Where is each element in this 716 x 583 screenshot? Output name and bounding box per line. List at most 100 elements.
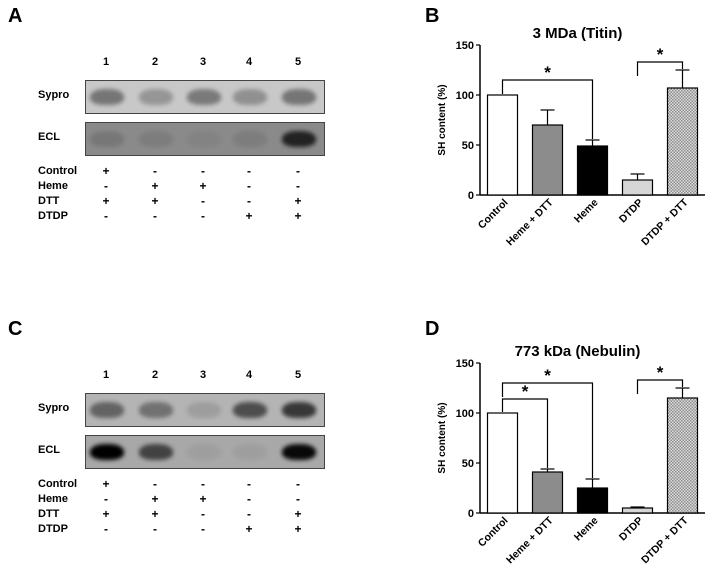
condition-sign: - <box>104 492 108 506</box>
bar <box>531 124 564 196</box>
condition-sign: - <box>296 164 300 178</box>
blot-label-sypro: Sypro <box>38 402 70 414</box>
panel-letter-d: D <box>425 318 440 340</box>
condition-sign: + <box>102 194 110 208</box>
blot-strip-ecl <box>85 122 325 156</box>
condition-label-heme: Heme <box>38 180 68 192</box>
condition-sign: - <box>153 522 157 536</box>
significance-bracket <box>636 61 684 76</box>
condition-label-control: Control <box>38 165 78 177</box>
category-label: DTDP + DTT <box>639 514 691 566</box>
condition-label-heme: Heme <box>38 493 68 505</box>
category-label: Heme + DTT <box>504 514 556 566</box>
y-axis-label: SH content (%) <box>437 84 448 155</box>
condition-sign: - <box>153 209 157 223</box>
condition-sign: - <box>247 507 251 521</box>
significance-bracket <box>501 398 549 468</box>
blot-band <box>233 89 267 105</box>
condition-sign: - <box>153 477 157 491</box>
condition-sign: - <box>104 522 108 536</box>
condition-sign: + <box>199 179 207 193</box>
condition-sign: - <box>104 209 108 223</box>
condition-sign: - <box>201 209 205 223</box>
condition-label-dtt: DTT <box>38 195 60 207</box>
condition-sign: + <box>151 179 159 193</box>
condition-sign: + <box>102 477 110 491</box>
lane-number: 4 <box>245 56 253 68</box>
blot-label-ecl: ECL <box>38 444 60 456</box>
y-tick-label: 0 <box>468 508 474 520</box>
blot-band <box>187 444 221 460</box>
y-tick-label: 50 <box>462 140 474 152</box>
y-axis-label: SH content (%) <box>437 402 448 473</box>
condition-sign: + <box>151 492 159 506</box>
blot-band <box>282 444 316 460</box>
condition-sign: - <box>247 164 251 178</box>
blot-band <box>282 402 316 418</box>
bar <box>621 507 654 514</box>
significance-star: * <box>657 45 664 64</box>
blot-label-ecl: ECL <box>38 131 60 143</box>
blot-band <box>187 89 221 105</box>
condition-sign: - <box>296 477 300 491</box>
blot-band <box>90 444 124 460</box>
y-tick-label: 100 <box>456 90 474 102</box>
lane-number: 2 <box>151 56 159 68</box>
condition-sign: + <box>245 522 253 536</box>
condition-sign: + <box>102 507 110 521</box>
significance-bracket <box>501 79 594 139</box>
blot-strip-sypro <box>85 80 325 114</box>
condition-sign: - <box>201 477 205 491</box>
blot-strip-ecl <box>85 435 325 469</box>
lane-number: 3 <box>199 56 207 68</box>
condition-sign: - <box>296 492 300 506</box>
lane-number: 2 <box>151 369 159 381</box>
bar <box>486 412 519 514</box>
category-label: Control <box>476 515 511 550</box>
condition-sign: + <box>151 194 159 208</box>
condition-sign: - <box>104 179 108 193</box>
y-tick-label: 150 <box>456 358 474 370</box>
condition-sign: - <box>247 477 251 491</box>
condition-sign: + <box>151 507 159 521</box>
y-tick-label: 50 <box>462 458 474 470</box>
condition-label-dtt: DTT <box>38 508 60 520</box>
significance-star: * <box>522 382 529 401</box>
blot-band <box>90 89 124 105</box>
blot-band <box>139 131 173 147</box>
condition-sign: - <box>153 164 157 178</box>
blot-band <box>187 131 221 147</box>
lane-number: 5 <box>294 56 302 68</box>
significance-bracket <box>501 382 594 478</box>
blot-band <box>90 402 124 418</box>
blot-band <box>233 402 267 418</box>
blot-band <box>282 131 316 147</box>
condition-sign: - <box>247 194 251 208</box>
condition-sign: - <box>247 179 251 193</box>
condition-sign: + <box>294 507 302 521</box>
lane-number: 1 <box>102 56 110 68</box>
blot-band <box>90 131 124 147</box>
lane-number: 4 <box>245 369 253 381</box>
lane-number: 5 <box>294 369 302 381</box>
condition-label-dtdp: DTDP <box>38 523 68 535</box>
significance-bracket <box>636 379 684 394</box>
bar <box>531 471 564 514</box>
condition-sign: - <box>247 492 251 506</box>
condition-sign: - <box>201 522 205 536</box>
category-label: Heme <box>572 515 601 544</box>
panel-letter-a: A <box>8 5 23 27</box>
significance-star: * <box>657 363 664 382</box>
blot-band <box>282 89 316 105</box>
y-tick-label: 100 <box>456 408 474 420</box>
condition-sign: - <box>201 507 205 521</box>
condition-sign: + <box>294 209 302 223</box>
condition-sign: - <box>201 194 205 208</box>
condition-label-dtdp: DTDP <box>38 210 68 222</box>
condition-sign: + <box>294 522 302 536</box>
significance-star: * <box>544 366 551 385</box>
chart-title: 773 kDa (Nebulin) <box>515 343 641 360</box>
lane-number: 3 <box>199 369 207 381</box>
chart-title: 3 MDa (Titin) <box>533 25 623 42</box>
